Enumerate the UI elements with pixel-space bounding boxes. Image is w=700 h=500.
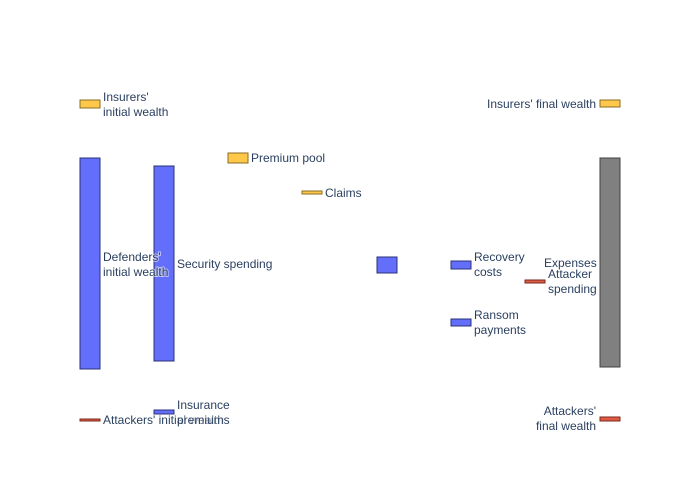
label-defenders-initial: Defenders' initial wealth (103, 250, 168, 279)
node-defenders-initial[interactable] (79, 157, 101, 370)
label-attackers-initial: Attackers' initial wealth (103, 413, 224, 427)
node-attackers-final[interactable] (599, 416, 621, 422)
node-insurance[interactable] (153, 409, 175, 415)
label-insurers-initial: Insurers' initial wealth (103, 90, 168, 119)
node-security[interactable] (153, 165, 175, 362)
link-claims-to-loss[interactable] (322, 191, 377, 258)
node-attackers-initial[interactable] (79, 418, 101, 422)
node-attacker-spending[interactable] (524, 279, 546, 284)
label-security: Security spending (177, 257, 272, 271)
link-insurance-to-premium-pool[interactable] (174, 161, 228, 414)
links-layer (100, 100, 600, 421)
node-loss[interactable] (376, 256, 398, 274)
node-premium-pool[interactable] (227, 152, 249, 164)
nodes-layer (79, 99, 621, 422)
node-ransom[interactable] (450, 318, 472, 327)
node-insurers-final[interactable] (599, 99, 621, 108)
label-claims: Claims (325, 186, 362, 200)
label-insurers-final: Insurers' final wealth (487, 97, 596, 111)
link-premium-pool-to-claims[interactable] (248, 160, 302, 194)
node-expenses[interactable] (599, 157, 621, 368)
label-recovery: Recovery costs (474, 250, 525, 279)
node-recovery[interactable] (450, 260, 472, 270)
label-attacker-spending: Attacker spending (548, 267, 597, 296)
label-insurance: Insurance premiums (177, 398, 230, 427)
link-loss-to-recovery[interactable] (397, 257, 451, 269)
link-loss-to-ransom[interactable] (397, 266, 451, 326)
node-insurers-initial[interactable] (79, 99, 101, 109)
node-claims[interactable] (301, 190, 323, 195)
labels-layer: Insurers' initial wealth Defenders' initial… (102, 89, 598, 434)
label-expenses: Expenses (544, 256, 597, 270)
label-attackers-final: Attackers' final wealth (536, 404, 596, 433)
label-ransom: Ransom payments (474, 308, 526, 337)
label-premium-pool: Premium pool (251, 151, 325, 165)
link-defenders-initial-to-insurance[interactable] (100, 366, 154, 413)
